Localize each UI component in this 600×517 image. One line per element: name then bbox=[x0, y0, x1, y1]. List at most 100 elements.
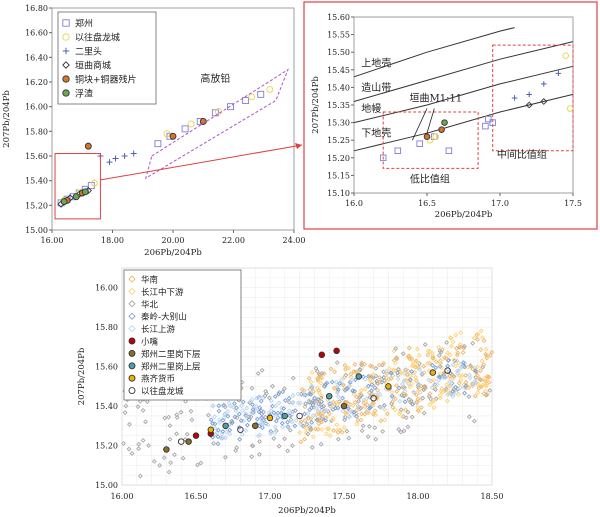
data-point bbox=[379, 154, 387, 162]
background-point bbox=[384, 371, 390, 376]
legend-marker bbox=[128, 324, 136, 333]
background-point bbox=[310, 398, 316, 404]
background-point bbox=[376, 362, 382, 368]
data-points bbox=[379, 52, 574, 162]
background-point bbox=[479, 384, 484, 389]
background-point bbox=[470, 340, 476, 346]
background-point bbox=[437, 364, 443, 369]
background-point bbox=[337, 381, 343, 387]
background-point bbox=[271, 410, 277, 416]
background-point bbox=[236, 411, 242, 417]
background-point bbox=[407, 398, 413, 404]
data-point bbox=[84, 142, 92, 150]
background-point bbox=[399, 392, 405, 398]
background-point bbox=[257, 432, 263, 438]
background-point bbox=[351, 391, 357, 397]
legend-marker bbox=[128, 275, 136, 283]
background-point bbox=[346, 435, 352, 441]
background-point bbox=[250, 402, 255, 408]
background-point bbox=[184, 431, 190, 437]
background-point bbox=[354, 394, 360, 400]
background-point bbox=[437, 348, 443, 354]
background-point bbox=[448, 343, 454, 349]
background-point bbox=[362, 404, 368, 410]
y-tick-label: 16.00 bbox=[25, 103, 48, 112]
legend-marker bbox=[62, 33, 70, 41]
background-point bbox=[477, 376, 483, 382]
background-point bbox=[381, 402, 387, 408]
background-point bbox=[466, 394, 472, 400]
background-point bbox=[426, 394, 432, 399]
background-point bbox=[431, 397, 437, 403]
data-point bbox=[281, 412, 289, 420]
background-point bbox=[448, 383, 454, 388]
background-point bbox=[330, 399, 336, 405]
background-point bbox=[290, 375, 296, 381]
background-point bbox=[414, 399, 420, 405]
background-point bbox=[440, 389, 446, 395]
background-point bbox=[409, 414, 415, 420]
background-point bbox=[357, 367, 363, 373]
background-point bbox=[446, 383, 452, 389]
background-point bbox=[215, 441, 221, 447]
y-axis-label: 207Pb/204Pb bbox=[311, 76, 321, 134]
background-point bbox=[484, 373, 490, 379]
background-point bbox=[424, 361, 430, 366]
background-point bbox=[126, 421, 132, 427]
background-point bbox=[271, 436, 277, 441]
background-point bbox=[421, 386, 427, 392]
background-point bbox=[309, 420, 315, 425]
background-point bbox=[222, 411, 228, 417]
background-point bbox=[272, 394, 278, 399]
background-point bbox=[466, 414, 472, 420]
background-point bbox=[416, 381, 422, 387]
background-point bbox=[365, 383, 371, 389]
y-tick-label: 16.60 bbox=[25, 29, 48, 38]
background-point bbox=[135, 404, 141, 410]
legend-label: 华北 bbox=[141, 299, 159, 310]
background-point bbox=[473, 368, 478, 374]
background-point bbox=[298, 391, 304, 397]
legend-label: 铜块+铜器残片 bbox=[75, 74, 137, 86]
legend-marker bbox=[128, 337, 136, 345]
background-point bbox=[456, 380, 462, 386]
background-point bbox=[282, 436, 287, 442]
data-point bbox=[555, 70, 562, 77]
background-point bbox=[172, 452, 177, 458]
legend-marker bbox=[62, 89, 70, 97]
background-point bbox=[210, 403, 216, 409]
background-point bbox=[355, 417, 361, 423]
background-point bbox=[421, 384, 427, 389]
background-point bbox=[280, 389, 286, 395]
background-point bbox=[292, 408, 298, 414]
annotation-mantle: 地幔 bbox=[361, 102, 381, 115]
background-point bbox=[319, 404, 325, 410]
background-point bbox=[453, 332, 459, 338]
data-point bbox=[163, 446, 170, 453]
background-point bbox=[362, 411, 368, 417]
y-tick-label: 15.80 bbox=[95, 323, 118, 332]
background-point bbox=[443, 355, 449, 361]
background-point bbox=[437, 395, 443, 401]
background-point bbox=[406, 353, 412, 359]
background-point bbox=[433, 365, 439, 371]
background-point bbox=[167, 423, 173, 429]
background-point bbox=[441, 373, 446, 378]
background-point bbox=[223, 435, 228, 441]
high-radiogenic-box bbox=[144, 68, 289, 180]
background-point bbox=[240, 418, 246, 424]
background-point bbox=[136, 441, 142, 447]
background-point bbox=[410, 401, 416, 407]
zoom-box bbox=[54, 153, 101, 220]
background-point bbox=[246, 417, 252, 423]
background-point bbox=[472, 393, 478, 399]
background-point bbox=[394, 356, 400, 362]
background-point bbox=[302, 404, 308, 410]
background-point bbox=[398, 369, 403, 375]
background-point bbox=[427, 349, 433, 354]
y-tick-label: 15.60 bbox=[25, 152, 48, 161]
y-tick-label: 15.30 bbox=[327, 119, 350, 128]
background-point bbox=[313, 365, 319, 371]
background-point bbox=[315, 396, 321, 402]
data-point bbox=[438, 126, 445, 133]
